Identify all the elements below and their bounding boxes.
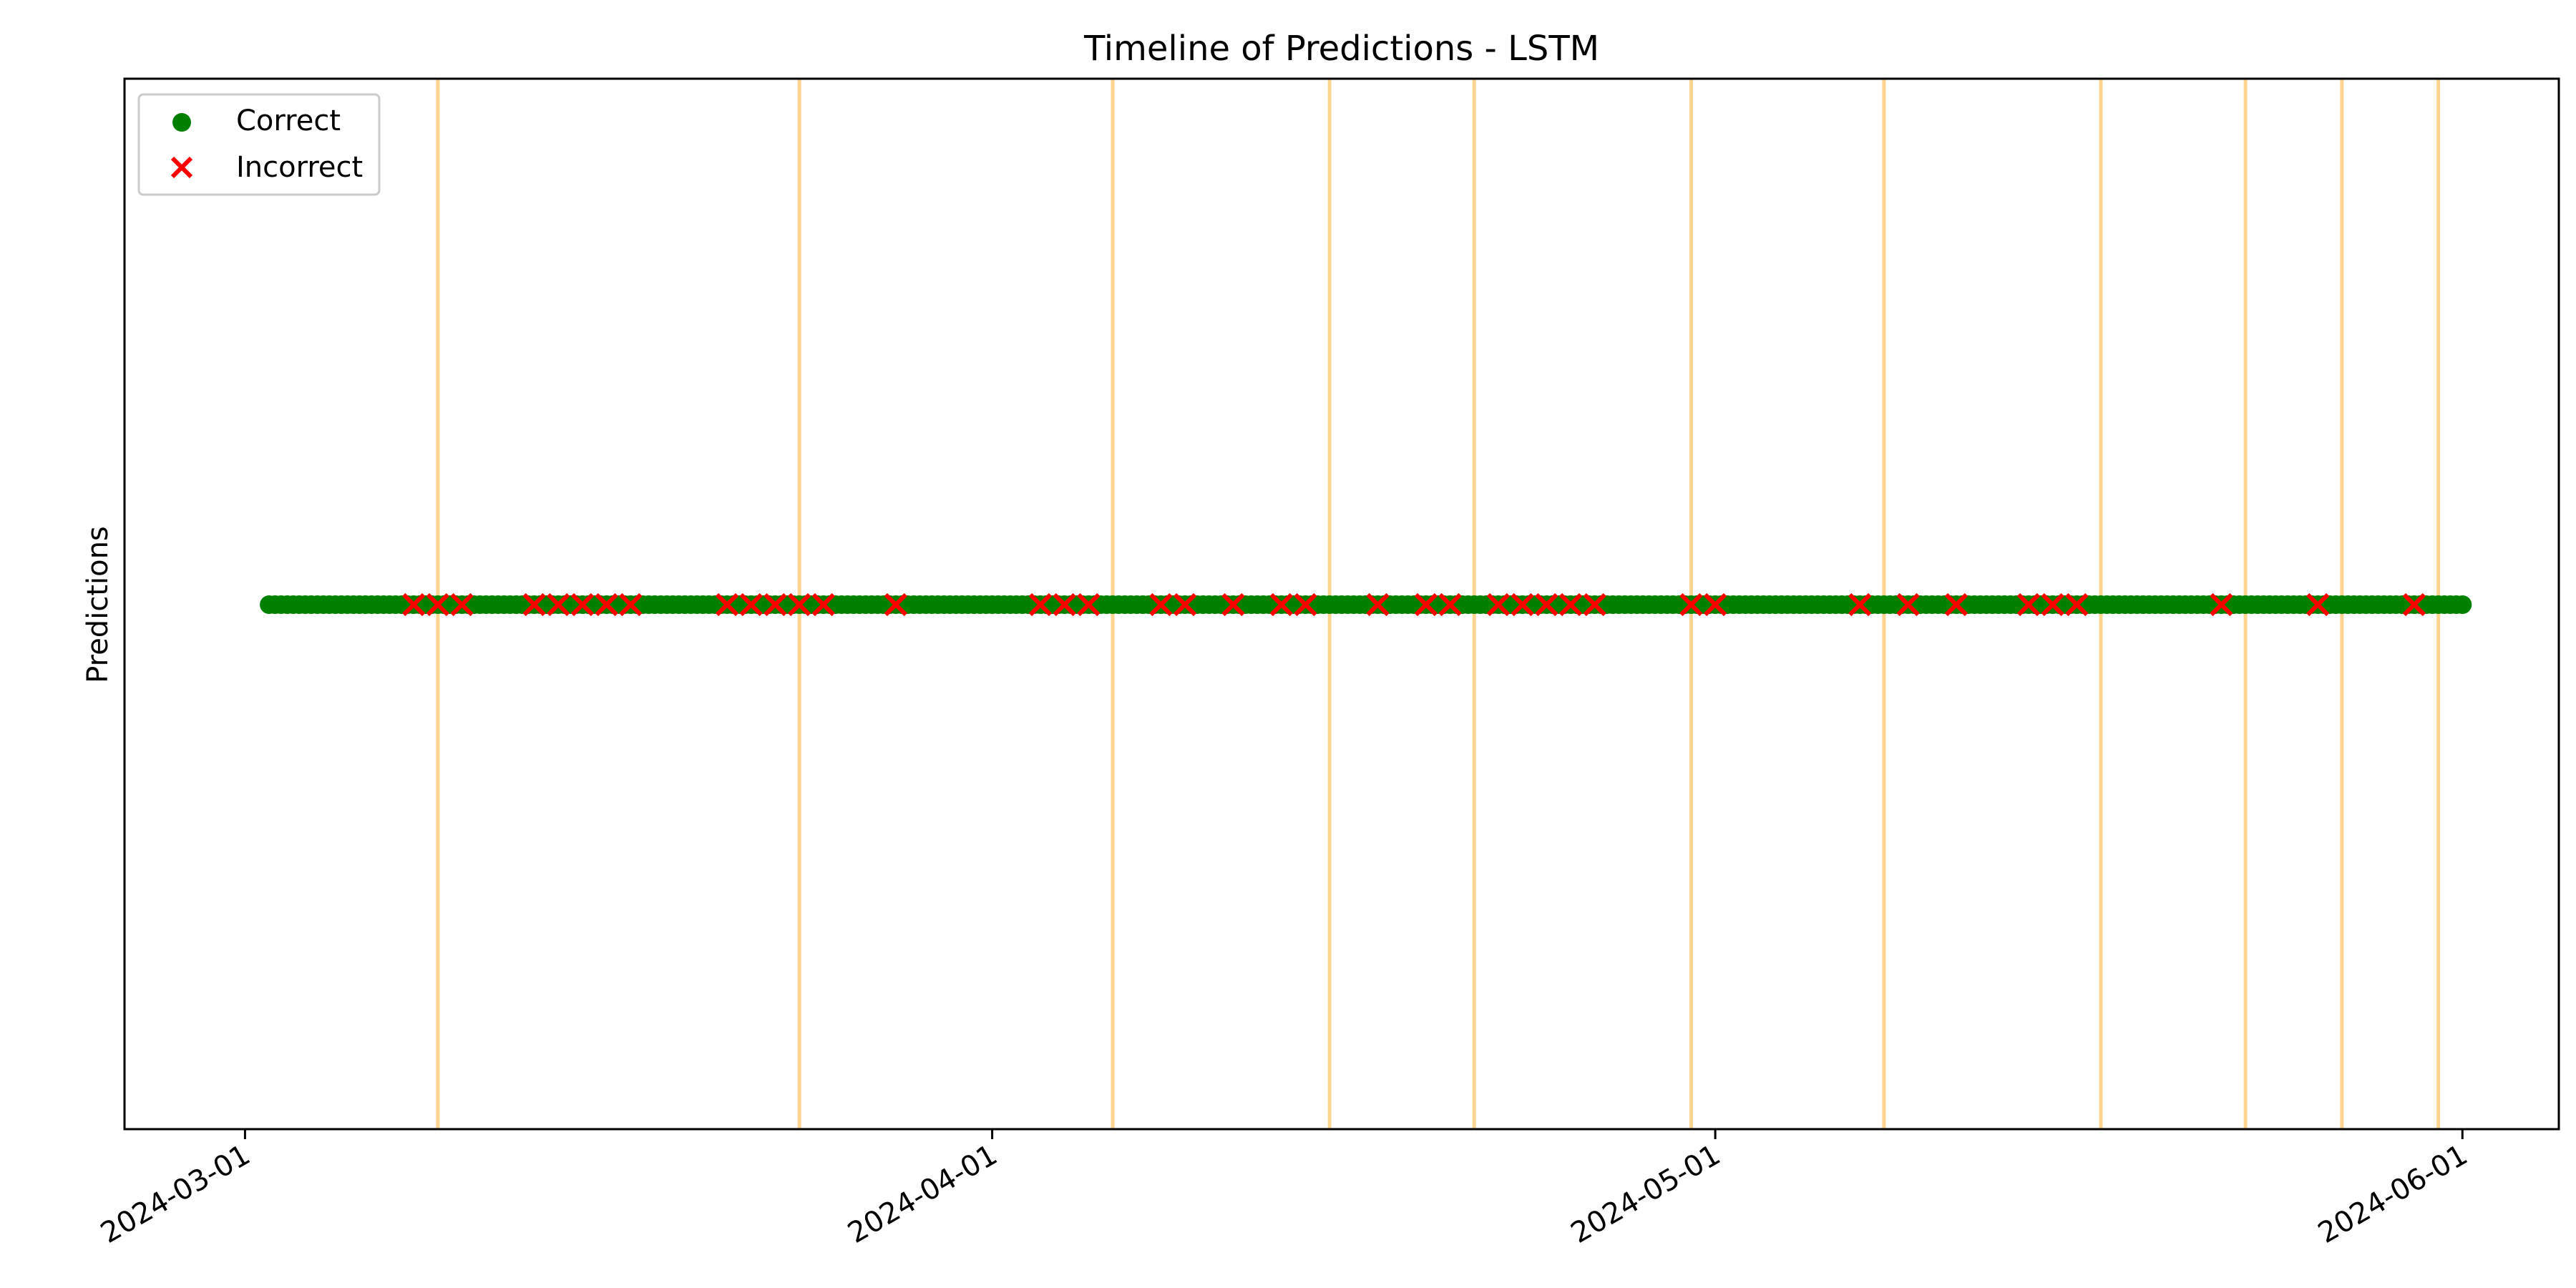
incorrect-point	[1221, 592, 1245, 617]
incorrect-point	[1028, 592, 1053, 617]
incorrect-point	[547, 592, 570, 617]
incorrect-point	[884, 592, 907, 617]
incorrect-point	[570, 592, 595, 617]
incorrect-point	[2210, 592, 2233, 617]
legend: Correct Incorrect	[137, 93, 381, 196]
points-layer	[260, 592, 2472, 617]
incorrect-point	[1173, 592, 1197, 617]
x-tick-label: 2024-05-01	[1566, 1138, 1726, 1250]
x-ticks-layer: 2024-03-01 2024-04-01 2024-05-01 2024-06-01	[95, 1129, 2473, 1250]
legend-label-incorrect: Incorrect	[236, 151, 363, 184]
plot-frame	[123, 77, 2560, 1131]
chart-title: Timeline of Predictions - LSTM	[1083, 29, 1599, 69]
incorrect-point	[426, 592, 450, 617]
incorrect-point	[1486, 592, 1511, 617]
incorrect-point	[1679, 592, 1703, 617]
legend-item-correct: Correct	[172, 104, 341, 137]
incorrect-point	[2065, 592, 2089, 617]
incorrect-point	[788, 592, 811, 617]
incorrect-point	[1896, 592, 1920, 617]
incorrect-point	[402, 592, 426, 617]
incorrect-point	[1269, 592, 1293, 617]
legend-item-incorrect: Incorrect	[170, 151, 363, 184]
incorrect-point	[739, 592, 763, 617]
incorrect-point	[619, 592, 643, 617]
y-axis-label: Predictions	[82, 526, 114, 683]
incorrect-point	[1703, 592, 1727, 617]
incorrect-point	[2306, 592, 2330, 617]
incorrect-point	[1149, 592, 1173, 617]
x-tick-label: 2024-03-01	[95, 1138, 255, 1250]
incorrect-point	[2402, 592, 2426, 617]
correct-point	[2453, 595, 2472, 614]
legend-marker-correct	[172, 113, 191, 132]
legend-box	[137, 93, 381, 196]
incorrect-point	[1077, 592, 1101, 617]
incorrect-point	[2016, 592, 2041, 617]
incorrect-point	[715, 592, 739, 617]
incorrect-point	[450, 592, 474, 617]
incorrect-point	[811, 592, 835, 617]
incorrect-point	[1438, 592, 1462, 617]
incorrect-point	[1294, 592, 1317, 617]
incorrect-point	[1511, 592, 1534, 617]
incorrect-point	[595, 592, 618, 617]
incorrect-point	[1558, 592, 1583, 617]
incorrect-point	[1944, 592, 1968, 617]
incorrect-point	[1583, 592, 1606, 617]
incorrect-point	[1414, 592, 1438, 617]
incorrect-point	[2041, 592, 2064, 617]
x-tick-label: 2024-06-01	[2313, 1138, 2473, 1250]
incorrect-point	[1366, 592, 1390, 617]
legend-marker-incorrect	[170, 156, 193, 179]
incorrect-point	[1053, 592, 1076, 617]
x-tick-label: 2024-04-01	[842, 1138, 1002, 1250]
incorrect-point	[522, 592, 546, 617]
legend-label-correct: Correct	[236, 104, 341, 137]
incorrect-point	[763, 592, 787, 617]
incorrect-point	[1848, 592, 1872, 617]
incorrect-point	[1535, 592, 1558, 617]
